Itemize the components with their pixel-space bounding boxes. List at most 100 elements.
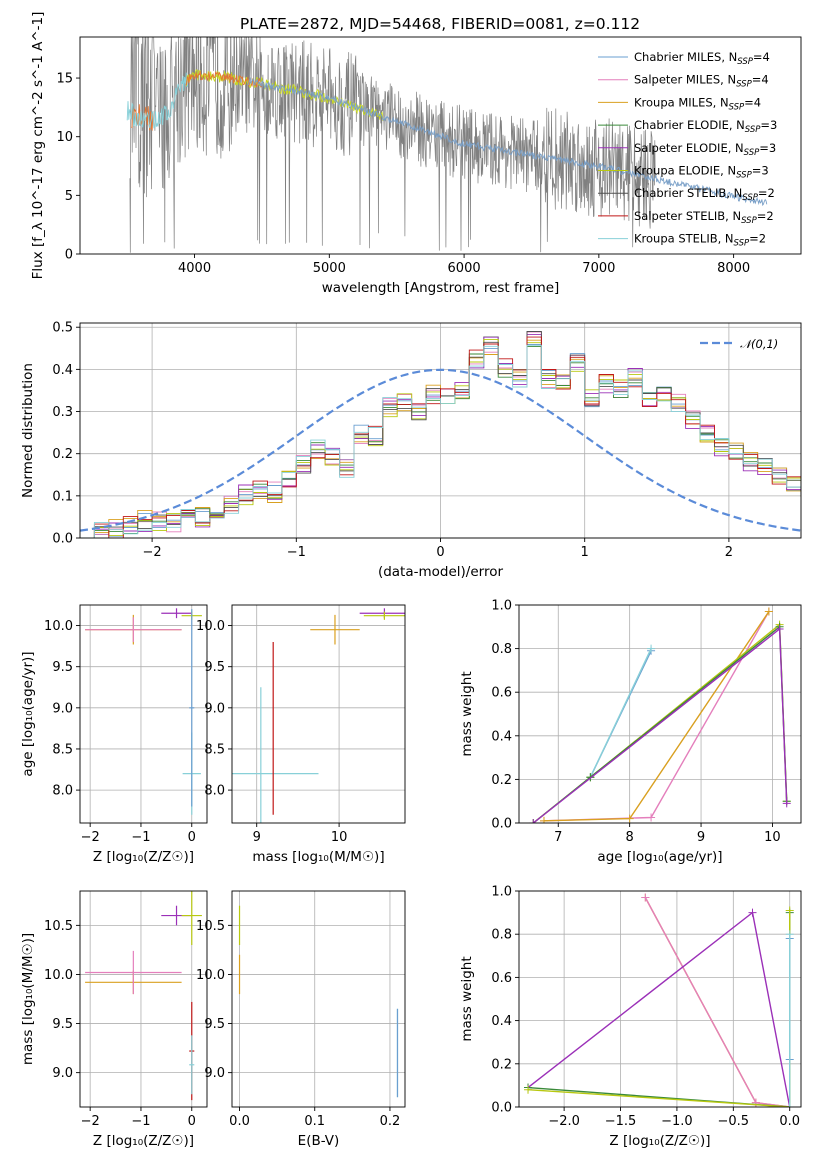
legend-label: Chabrier STELIB, NSSP=2 bbox=[634, 186, 775, 203]
x-tick-label: 8000 bbox=[717, 261, 750, 276]
weight-vs-age-plot-area bbox=[529, 607, 791, 823]
age-vs-Z-panel: −2 −1 0 8.0 8.5 9.0 9.5 10.0 Z [log₁₀(Z/Z☉)] age … bbox=[20, 604, 208, 865]
y-axis-label: mass weight bbox=[459, 956, 475, 1041]
y-tick-label: 10.0 bbox=[196, 619, 225, 634]
x-tick-label: 0.0 bbox=[779, 1114, 800, 1129]
residual-histogram-plot-area bbox=[80, 331, 801, 538]
histogram-step-line bbox=[80, 331, 801, 538]
weight-marker bbox=[647, 644, 656, 653]
y-tick-label: 0.2 bbox=[491, 773, 512, 788]
y-tick-label: 0.0 bbox=[491, 1101, 512, 1116]
x-tick-label: −1.5 bbox=[605, 1114, 637, 1129]
y-tick-label: 0.5 bbox=[52, 321, 73, 336]
spectrum-plot-area bbox=[126, 37, 768, 253]
model-spectrum-line bbox=[248, 77, 768, 207]
legend-label: Kroupa MILES, NSSP=4 bbox=[634, 95, 761, 112]
spectrum-legend: Chabrier MILES, NSSP=4 Salpeter MILES, NS… bbox=[598, 50, 777, 249]
x-tick-label: −0.5 bbox=[718, 1114, 750, 1129]
weight-vs-Z-frame bbox=[518, 890, 802, 1108]
y-tick-label: 8.0 bbox=[204, 784, 225, 799]
y-tick-label: 9.0 bbox=[52, 1066, 73, 1081]
x-tick-label: 0 bbox=[188, 830, 196, 845]
legend-label: Kroupa STELIB, NSSP=2 bbox=[634, 232, 766, 249]
x-axis-label: age [log₁₀(age/yr)] bbox=[597, 849, 722, 865]
mass-vs-ebv-plot-area bbox=[238, 905, 399, 1098]
x-tick-label: −2 bbox=[81, 830, 100, 845]
legend-label: Chabrier ELODIE, NSSP=3 bbox=[634, 118, 777, 135]
weight-line bbox=[644, 897, 790, 1107]
x-axis-label: Z [log₁₀(Z/Z☉)] bbox=[609, 1133, 710, 1149]
y-tick-label: 0.4 bbox=[52, 363, 73, 378]
y-tick-label: 10.5 bbox=[44, 919, 73, 934]
x-tick-label: −1 bbox=[287, 545, 306, 560]
x-tick-label: −1 bbox=[131, 1114, 150, 1129]
weight-line bbox=[527, 911, 791, 1107]
y-tick-label: 0.3 bbox=[52, 405, 73, 420]
weight-marker bbox=[625, 814, 634, 823]
x-tick-label: −1.0 bbox=[661, 1114, 693, 1129]
spectrum-panel: Chabrier MILES, NSSP=4 Salpeter MILES, NS… bbox=[30, 12, 802, 296]
y-tick-label: 1.0 bbox=[491, 599, 512, 614]
x-tick-label: 0.0 bbox=[229, 1114, 250, 1129]
histogram-step-line bbox=[80, 344, 801, 538]
legend-label: Salpeter ELODIE, NSSP=3 bbox=[634, 141, 776, 158]
y-tick-label: 8.0 bbox=[52, 784, 73, 799]
y-tick-label: 9.5 bbox=[52, 1017, 73, 1032]
weight-marker bbox=[529, 819, 538, 823]
y-tick-label: 15 bbox=[56, 72, 73, 87]
weight-line bbox=[532, 627, 788, 823]
y-tick-label: 0.2 bbox=[491, 1057, 512, 1072]
x-tick-label: 5000 bbox=[313, 261, 346, 276]
x-axis-label: wavelength [Angstrom, rest frame] bbox=[322, 280, 560, 296]
x-tick-label: 9 bbox=[253, 830, 261, 845]
y-tick-label: 0.8 bbox=[491, 642, 512, 657]
y-tick-label: 10.5 bbox=[196, 919, 225, 934]
x-axis-label: Z [log₁₀(Z/Z☉)] bbox=[93, 849, 194, 865]
y-tick-label: 0.0 bbox=[52, 532, 73, 547]
weight-marker bbox=[785, 906, 794, 915]
y-tick-label: 0.4 bbox=[491, 1014, 512, 1029]
residual-histogram-panel: 𝒩(0,1) −2 −1 0 1 2 0.0 0.1 0.2 0.3 0.4 0.5 (data-mod… bbox=[20, 321, 802, 580]
normal-curve bbox=[80, 368, 801, 532]
y-axis-label: Flux [f_λ 10^-17 erg cm^-2 s^-1 A^-1] bbox=[30, 12, 46, 280]
y-tick-label: 9.5 bbox=[204, 1017, 225, 1032]
y-tick-label: 0 bbox=[65, 248, 73, 263]
x-tick-label: 7 bbox=[554, 830, 562, 845]
y-tick-label: 0.6 bbox=[491, 686, 512, 701]
age-vs-Z-frame bbox=[79, 604, 208, 824]
legend-label: 𝒩(0,1) bbox=[740, 337, 778, 351]
mass-vs-Z-frame bbox=[79, 890, 208, 1108]
y-axis-label: Normed distribution bbox=[20, 363, 36, 498]
observed-spectrum-line bbox=[129, 37, 656, 253]
weight-marker bbox=[775, 624, 784, 633]
y-tick-label: 9.0 bbox=[52, 701, 73, 716]
weight-marker bbox=[647, 813, 656, 822]
x-tick-label: 1 bbox=[581, 545, 589, 560]
x-tick-label: 9 bbox=[697, 830, 705, 845]
y-tick-label: 0.1 bbox=[52, 489, 73, 504]
x-tick-label: 10 bbox=[764, 830, 781, 845]
x-tick-label: 10 bbox=[331, 830, 348, 845]
model-spectrum-line bbox=[186, 70, 263, 88]
legend-label: Salpeter STELIB, NSSP=2 bbox=[634, 209, 774, 226]
mass-vs-ebv-panel: 0.0 0.1 0.2 9.0 9.5 10.0 10.5 E(B-V) bbox=[196, 890, 406, 1149]
y-axis-label: mass [log₁₀(M/M☉)] bbox=[20, 933, 36, 1065]
mass-vs-ebv-frame bbox=[231, 890, 406, 1108]
legend-label: Kroupa ELODIE, NSSP=3 bbox=[634, 164, 769, 181]
y-tick-label: 8.5 bbox=[204, 742, 225, 757]
mass-vs-Z-panel: −2 −1 0 9.0 9.5 10.0 10.5 Z [log₁₀(Z/Z☉)] mass [… bbox=[20, 890, 208, 1149]
y-tick-label: 10.0 bbox=[44, 619, 73, 634]
y-tick-label: 5 bbox=[65, 189, 73, 204]
weight-vs-age-frame bbox=[518, 604, 802, 824]
y-tick-label: 9.0 bbox=[204, 1066, 225, 1081]
weight-line bbox=[527, 910, 791, 1107]
x-axis-label: (data-model)/error bbox=[378, 564, 504, 580]
y-tick-label: 10.0 bbox=[196, 968, 225, 983]
x-tick-label: 8 bbox=[626, 830, 634, 845]
figure-title: PLATE=2872, MJD=54468, FIBERID=0081, z=0… bbox=[240, 15, 640, 33]
y-tick-label: 9.5 bbox=[204, 660, 225, 675]
age-vs-mass-plot-area bbox=[232, 608, 405, 823]
mass-vs-Z-plot-area bbox=[85, 891, 202, 1101]
y-tick-label: 9.0 bbox=[204, 701, 225, 716]
weight-marker bbox=[539, 816, 548, 823]
